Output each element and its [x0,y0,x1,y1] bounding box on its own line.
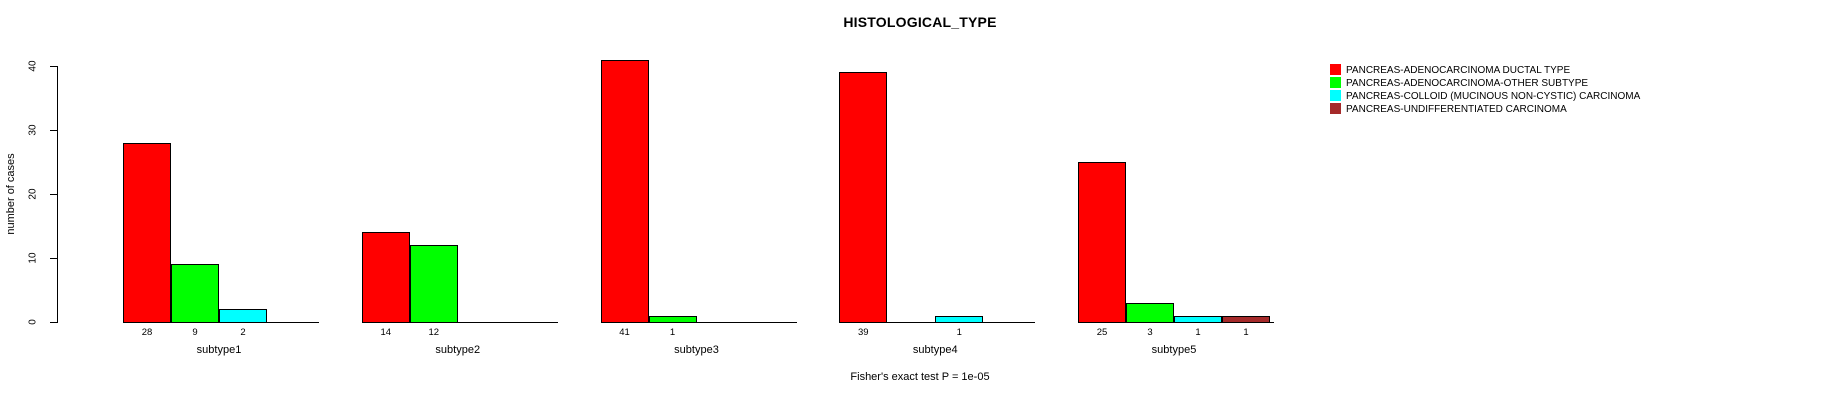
category-label-subtype4: subtype4 [912,344,958,356]
legend-swatch-icon [1330,103,1341,114]
y-axis-line [57,66,58,323]
bar-subtype4-series-1 [839,72,888,323]
y-axis-label: number of cases [5,153,17,235]
bar-subtype1-series-3 [219,309,267,323]
legend-swatch-icon [1330,77,1341,88]
bar-subtype2-series-2 [409,245,458,323]
bar-subtype5-series-3 [1174,316,1222,323]
y-tick [50,322,57,323]
bar-subtype5-series-2 [1126,303,1174,323]
y-tick-label: 0 [27,319,39,325]
category-label-subtype5: subtype5 [1151,344,1197,356]
y-tick [50,66,57,67]
bar-subtype3-series-2 [648,316,697,323]
bar-value-label: 3 [1147,327,1153,338]
legend-label: PANCREAS-ADENOCARCINOMA DUCTAL TYPE [1346,64,1571,76]
legend-label: PANCREAS-ADENOCARCINOMA-OTHER SUBTYPE [1346,77,1589,89]
legend-swatch-icon [1330,64,1341,75]
bar-value-label: 14 [380,327,392,338]
bar-value-label: 28 [141,327,153,338]
bar-value-label: 39 [857,327,869,338]
bar-subtype4-series-3 [935,316,984,323]
y-tick [50,258,57,259]
bar-subtype3-series-1 [600,60,649,323]
y-tick-label: 40 [27,60,39,72]
bar-value-label: 25 [1096,327,1108,338]
bar-subtype1-series-2 [171,264,219,323]
bar-value-label: 1 [669,327,676,338]
category-label-subtype1: subtype1 [196,344,242,356]
bar-value-label: 12 [428,327,440,338]
y-tick [50,194,57,195]
bar-value-label: 2 [240,327,246,338]
y-tick-label: 30 [27,124,39,136]
x-axis-line [600,322,797,323]
bar-value-label: 9 [192,327,198,338]
bar-subtype5-series-4 [1222,316,1270,323]
legend-label: PANCREAS-UNDIFFERENTIATED CARCINOMA [1346,103,1567,115]
x-axis-line [361,322,558,323]
fisher-test-annotation: Fisher's exact test P = 1e-05 [850,371,990,383]
bar-subtype1-series-1 [123,143,171,323]
bar-value-label: 1 [1195,327,1201,338]
y-tick [50,130,57,131]
bar-value-label: 41 [619,327,630,338]
category-label-subtype3: subtype3 [674,344,719,356]
legend-label: PANCREAS-COLLOID (MUCINOUS NON-CYSTIC) C… [1346,90,1641,102]
category-label-subtype2: subtype2 [435,344,481,356]
legend-swatch-icon [1330,90,1341,101]
bar-subtype2-series-1 [361,232,410,323]
y-tick-label: 10 [27,252,39,264]
bar-subtype5-series-1 [1078,162,1126,323]
bar-value-label: 1 [1243,327,1249,338]
chart-title: HISTOLOGICAL_TYPE [843,14,997,30]
bar-value-label: 1 [956,327,962,338]
y-tick-label: 20 [27,188,39,200]
